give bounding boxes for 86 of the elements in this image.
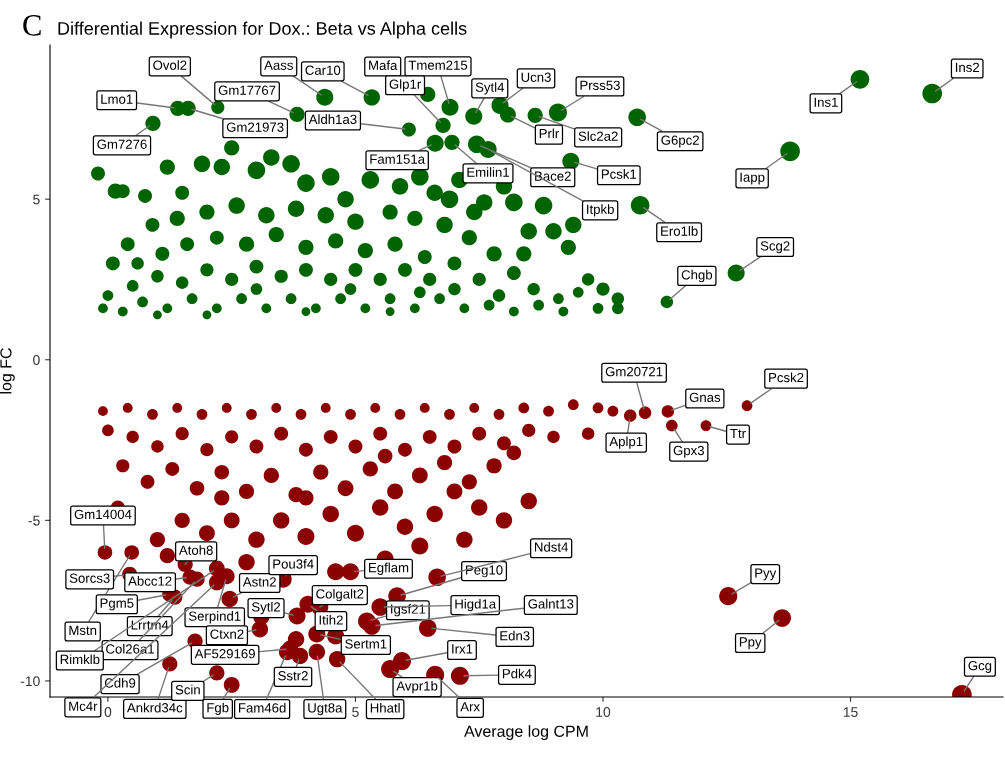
annotation: Ins2 (955, 62, 980, 73)
annotation: Slc2a2 (578, 131, 618, 141)
annotation: Emilin1 (467, 167, 509, 177)
annotation: Aplp1 (609, 436, 643, 449)
annotation: Itih2 (319, 615, 343, 625)
annotation: G6pc2 (661, 135, 699, 148)
annotation: Col26a1 (106, 643, 154, 654)
annotation: Hhatl (370, 702, 400, 713)
annotation: Edn3 (500, 630, 530, 641)
annotation: Prlr (539, 128, 559, 139)
annotation: Aass (264, 60, 293, 70)
annotation: Sorcs3 (69, 573, 110, 583)
annotation: Ins1 (814, 97, 838, 107)
annotation: Lmo1 (101, 94, 133, 104)
annotation: Colgalt2 (316, 588, 364, 602)
x-tick-label: 15 (843, 707, 858, 717)
annotation: Ugt8a (308, 703, 343, 716)
annotation: Fgb (207, 702, 229, 715)
annotation: Fam151a (370, 154, 426, 164)
annotation: Gcg (968, 660, 992, 673)
annotation: Higd1a (455, 598, 497, 612)
y-tick-label: 0 (33, 355, 40, 365)
annotation: Gpx3 (673, 445, 704, 458)
annotation: Rimklb (60, 654, 100, 665)
annotation: Glp1r (389, 79, 421, 92)
annotation: Gm17767 (218, 85, 276, 95)
annotation: Egflam (369, 562, 409, 575)
x-axis-title: Average log CPM (464, 725, 588, 741)
annotation: Iapp (740, 172, 765, 185)
annotation: Ucn3 (521, 72, 551, 82)
annotation: Prss53 (580, 80, 620, 90)
annotation: Pcsk2 (769, 372, 804, 383)
annotation: Ppy (739, 637, 762, 650)
annotation: Ovol2 (153, 60, 187, 70)
y-tick-label: -10 (20, 676, 40, 687)
annotation: Ctxn2 (210, 629, 244, 639)
annotation: Astn2 (242, 577, 276, 587)
annotation: Bace2 (535, 171, 571, 181)
annotation: Serpind1 (188, 611, 241, 624)
annotation: Mafa (369, 60, 398, 70)
annotation: Scg2 (760, 241, 790, 254)
annotation: Galnt13 (528, 598, 574, 609)
annotation: Irx1 (452, 644, 473, 654)
annotation: Tmem215 (408, 60, 468, 70)
annotation: Sstr2 (278, 671, 308, 681)
annotation: Cdh9 (104, 677, 136, 688)
annotation: Fam46d (239, 702, 286, 713)
x-tick-label: 10 (596, 707, 611, 717)
annotation: Atoh8 (178, 545, 213, 555)
annotation: Pyy (755, 568, 777, 581)
annotation: Gm20721 (605, 366, 663, 377)
text: C (23, 15, 41, 36)
annotation: Sytl4 (475, 82, 505, 95)
annotation: Arx (460, 702, 480, 712)
annotation: Pdk4 (502, 668, 532, 679)
annotation: Mc4r (69, 701, 98, 711)
annotation: Pcsk1 (601, 169, 637, 179)
y-tick-label: -5 (28, 515, 40, 526)
annotation: Aldh1a3 (308, 114, 357, 125)
annotation: Gnas (689, 392, 721, 403)
annotation: Gm14004 (74, 509, 132, 520)
chart-title: Differential Expression for Dox.: Beta vs Alpha cells (58, 21, 467, 39)
annotation: Pgm5 (100, 598, 134, 611)
annotation: Car10 (305, 65, 341, 75)
annotation: Sertm1 (345, 639, 387, 649)
annotation: Mstn (69, 625, 97, 636)
annotation: Itpkb (587, 204, 614, 217)
annotation: Avpr1b (396, 680, 438, 694)
annotation: Chgb (681, 269, 713, 283)
annotation: Lrrtm4 (131, 620, 169, 630)
annotation: Ttr (730, 428, 746, 439)
annotation: Ero1lb (661, 226, 698, 236)
annotation: Pou3f4 (273, 558, 314, 569)
annotation: Ndst4 (534, 542, 568, 552)
y-tick-label: 5 (33, 194, 40, 205)
annotation: AF529169 (194, 649, 255, 659)
annotation: Abcc12 (128, 576, 172, 586)
annotation: Sytl2 (251, 601, 281, 615)
annotation: Gm21973 (226, 122, 284, 132)
annotation: Ankrd34c (126, 702, 183, 713)
y-axis-title: log FC (0, 348, 15, 394)
annotation: Scin (175, 684, 200, 695)
x-tick-label: 0 (104, 707, 112, 717)
annotation: Gm7276 (97, 139, 147, 149)
x-tick-label: 5 (352, 707, 359, 717)
annotation: Peg10 (466, 565, 503, 578)
